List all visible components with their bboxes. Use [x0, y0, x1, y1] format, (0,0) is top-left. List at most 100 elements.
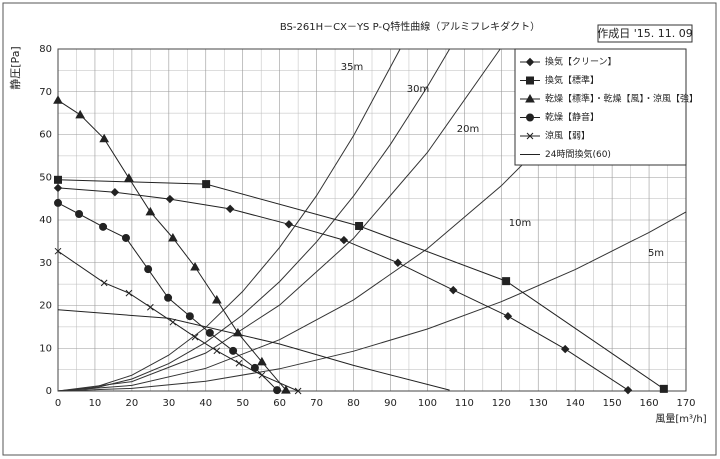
point: [53, 95, 63, 104]
point: [205, 328, 214, 337]
resistance-curve: [57, 48, 501, 392]
legend-label: 乾燥【標準】・乾燥【風】・涼風【強】: [545, 93, 698, 105]
point: [339, 235, 349, 245]
point: [257, 356, 267, 366]
series-line: [57, 309, 450, 391]
point: [54, 198, 62, 207]
point: [258, 371, 266, 379]
y-tick-label: 30: [39, 258, 52, 269]
x-tick-label: 90: [384, 398, 397, 409]
y-tick-label: 10: [39, 343, 52, 354]
point: [121, 233, 130, 242]
point: [54, 247, 62, 255]
point: [168, 232, 178, 242]
point: [75, 109, 86, 119]
point: [503, 311, 513, 321]
point: [502, 277, 511, 286]
x-tick-label: 80: [347, 398, 360, 409]
point: [144, 265, 153, 274]
point: [145, 206, 156, 216]
point: [229, 346, 238, 355]
point: [165, 194, 175, 204]
point: [449, 285, 458, 295]
point: [99, 222, 108, 231]
point: [213, 347, 221, 355]
point: [125, 289, 133, 297]
point: [202, 180, 211, 189]
resistance-curve: [57, 48, 451, 392]
point: [355, 221, 364, 230]
x-tick-label: 10: [89, 398, 102, 409]
point: [525, 57, 535, 67]
point: [110, 188, 120, 197]
y-tick-label: 40: [39, 215, 52, 226]
point: [393, 258, 403, 267]
plot-border: [57, 48, 687, 392]
legend-box: [514, 48, 687, 166]
resistance-curve: [57, 211, 687, 392]
point: [560, 344, 570, 354]
point: [225, 204, 235, 214]
point: [185, 312, 194, 321]
point: [526, 76, 534, 85]
x-tick-label: 0: [55, 398, 61, 409]
y-tick-label: 70: [39, 87, 52, 98]
point: [190, 262, 200, 271]
point: [525, 93, 535, 103]
curve-label: 35m: [341, 62, 363, 73]
point: [124, 173, 134, 182]
point: [235, 359, 243, 367]
x-tick-label: 70: [310, 398, 323, 409]
chart-title: BS-261H－CX－YS P-Q特性曲線（アルミフレキダクト）: [280, 20, 540, 33]
point: [526, 132, 534, 140]
x-tick-label: 150: [603, 398, 622, 409]
x-tick-label: 30: [162, 398, 175, 409]
curve-label: 5m: [648, 248, 664, 259]
y-tick-label: 80: [39, 44, 52, 55]
series-line: [57, 250, 299, 392]
point: [164, 293, 173, 302]
y-axis-label: 静圧[Pa]: [8, 46, 22, 89]
point: [623, 385, 633, 395]
resistance-curve: [57, 48, 401, 392]
point: [211, 294, 222, 304]
legend-label: 乾燥【静音】: [545, 111, 599, 123]
date-box: [597, 24, 693, 43]
legend-label: 換気【クリーン】: [545, 56, 617, 68]
curve-label: 30m: [407, 84, 429, 95]
x-tick-label: 40: [199, 398, 212, 409]
legend-label: 換気【標準】: [545, 74, 599, 86]
point: [75, 210, 84, 219]
y-tick-label: 60: [39, 130, 52, 141]
point: [273, 386, 282, 395]
x-tick-label: 140: [566, 398, 585, 409]
x-tick-label: 170: [676, 398, 695, 409]
point: [526, 113, 534, 122]
point: [99, 133, 110, 143]
point: [659, 384, 668, 393]
legend-label: 24時間換気(60): [545, 148, 611, 160]
x-tick-label: 130: [529, 398, 548, 409]
x-tick-label: 120: [492, 398, 511, 409]
point: [191, 333, 199, 341]
x-axis-label: 風量[m³/h]: [655, 413, 706, 425]
point: [284, 220, 294, 229]
point: [100, 279, 108, 287]
point: [281, 385, 291, 394]
legend-label: 涼風【弱】: [545, 130, 590, 142]
x-tick-label: 160: [640, 398, 659, 409]
curve-label: 10m: [509, 218, 531, 229]
x-tick-label: 20: [126, 398, 139, 409]
y-tick-label: 0: [46, 386, 52, 397]
point: [146, 303, 154, 311]
y-tick-label: 20: [39, 301, 52, 312]
x-tick-label: 50: [236, 398, 249, 409]
date-label: 作成日 '15. 11. 09: [597, 27, 693, 40]
y-tick-label: 50: [39, 172, 52, 183]
point: [294, 387, 302, 395]
x-tick-label: 110: [455, 398, 474, 409]
curve-label: 20m: [457, 124, 479, 135]
point: [54, 175, 62, 184]
x-tick-label: 60: [273, 398, 286, 409]
